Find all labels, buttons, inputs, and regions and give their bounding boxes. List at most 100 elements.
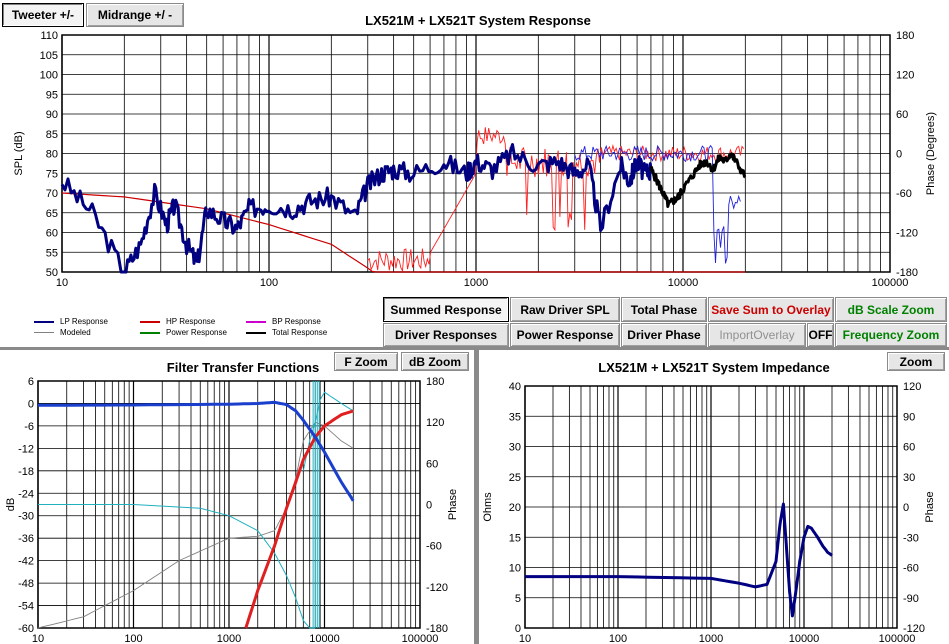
- sys-y2-axis-label: Phase (Degrees): [925, 112, 937, 195]
- driver-phase-button[interactable]: Driver Phase: [621, 323, 707, 347]
- filt-x-tick-label: 10000: [309, 633, 340, 644]
- imp-y2-tick-label: 120: [903, 381, 921, 393]
- imp-x-tick-label: 100000: [879, 633, 916, 644]
- sys-y2-tick-label: 180: [896, 30, 914, 42]
- sys-x-tick-label: 100000: [872, 277, 909, 289]
- imp-y-axis-label: Ohms: [482, 492, 494, 522]
- imp-y2-tick-label: 0: [903, 502, 909, 514]
- sys-y2-tick-label: -120: [896, 228, 918, 240]
- power-response-button[interactable]: Power Response: [510, 323, 620, 347]
- imp-x-tick-label: 10000: [789, 633, 820, 644]
- imp-grid: [524, 385, 898, 629]
- sys-y-tick-label: 70: [46, 188, 58, 200]
- vertical-divider: [474, 350, 479, 644]
- sys-lp-response-line: [60, 143, 653, 274]
- filt-y-tick-label: -18: [18, 466, 34, 478]
- legend-modeled-label: Modeled: [60, 328, 91, 337]
- frequency-zoom-button[interactable]: Frequency Zoom: [835, 323, 947, 347]
- legend-modeled: Modeled: [34, 328, 91, 337]
- legend-power-label: Power Response: [166, 328, 227, 337]
- imp-y-tick-label: 30: [509, 442, 521, 454]
- sys-y-tick-label: 105: [40, 50, 58, 62]
- filt-y2-tick-label: 60: [426, 458, 438, 470]
- imp-y2-tick-label: -30: [903, 532, 919, 544]
- filt-y2-tick-label: -180: [426, 623, 448, 635]
- filt-y-tick-label: -48: [18, 578, 34, 590]
- overlay-off-toggle[interactable]: OFF: [807, 323, 834, 347]
- driver-responses-button[interactable]: Driver Responses: [383, 323, 509, 347]
- legend-modeled-swatch: [34, 332, 54, 333]
- filt-y-tick-label: -42: [18, 556, 34, 568]
- filt-x-tick-label: 1000: [217, 633, 241, 644]
- filt-x-tick-label: 100: [124, 633, 142, 644]
- filt-x-tick-label: 10: [32, 633, 44, 644]
- imp-x-tick-label: 10: [519, 633, 531, 644]
- sys-y-tick-label: 55: [46, 247, 58, 259]
- filt-y-tick-label: -54: [18, 601, 34, 613]
- f-zoom-button[interactable]: F Zoom: [334, 352, 398, 371]
- filt-y2-axis-label: Phase: [447, 489, 459, 520]
- sys-series: [60, 127, 747, 274]
- filt-lp-response-line: [38, 400, 355, 502]
- imp-y-tick-label: 10: [509, 563, 521, 575]
- raw-driver-spl-button[interactable]: Raw Driver SPL: [510, 297, 620, 322]
- sys-y-tick-label: 50: [46, 267, 58, 279]
- legend-power-swatch: [140, 331, 160, 334]
- legend-hp-label: HP Response: [166, 317, 216, 326]
- filt-y-tick-label: -36: [18, 533, 34, 545]
- imp-y-tick-label: 25: [509, 472, 521, 484]
- sys-total-response-line: [649, 152, 747, 208]
- sys-y-tick-label: 65: [46, 208, 58, 220]
- impedance-zoom-button[interactable]: Zoom: [887, 352, 945, 371]
- filt-title: Filter Transfer Functions: [167, 360, 319, 375]
- legend-bp: BP Response: [246, 317, 321, 326]
- imp-impedance-line: [525, 502, 833, 618]
- sys-raw-midrange-line: [574, 144, 741, 264]
- sys-x-tick-label: 10: [56, 277, 68, 289]
- imp-title: LX521M + LX521T System Impedance: [598, 360, 830, 375]
- filter-transfer-chart: 60-6-12-18-24-30-36-42-48-54-60180120600…: [5, 360, 459, 644]
- legend-total: Total Response: [246, 328, 327, 337]
- filt-y2-tick-label: -120: [426, 582, 448, 594]
- filt-hp-phase-line: [302, 391, 354, 471]
- legend-lp: LP Response: [34, 317, 108, 326]
- imp-x-tick-label: 1000: [699, 633, 723, 644]
- imp-y2-tick-label: -120: [903, 623, 925, 635]
- sys-y2-tick-label: -60: [896, 188, 912, 200]
- filt-y-tick-label: -24: [18, 488, 34, 500]
- legend-bp-swatch: [246, 320, 266, 323]
- filt-y-tick-label: -6: [24, 421, 34, 433]
- imp-y-tick-label: 40: [509, 381, 521, 393]
- tab-tweeter[interactable]: Tweeter +/-: [2, 3, 84, 27]
- filt-y-axis-label: dB: [5, 498, 17, 511]
- sys-y-tick-label: 85: [46, 129, 58, 141]
- legend-lp-label: LP Response: [60, 317, 108, 326]
- filt-hp-response-line: [244, 409, 354, 629]
- sys-y-tick-label: 100: [40, 70, 58, 82]
- imp-y-tick-label: 15: [509, 532, 521, 544]
- sys-y-tick-label: 75: [46, 168, 58, 180]
- db-zoom-button[interactable]: dB Zoom: [401, 352, 469, 371]
- save-sum-to-overlay-button[interactable]: Save Sum to Overlay: [708, 297, 834, 322]
- legend-total-swatch: [246, 331, 266, 334]
- tab-midrange[interactable]: Midrange +/ -: [86, 3, 184, 27]
- filt-series: [37, 381, 355, 629]
- filt-y-tick-label: 0: [28, 398, 34, 410]
- imp-y2-axis-label: Phase: [924, 491, 936, 522]
- filt-y2-tick-label: 0: [426, 500, 432, 512]
- sys-y-axis-label: SPL (dB): [13, 131, 25, 175]
- total-phase-button[interactable]: Total Phase: [621, 297, 707, 322]
- filt-y2-tick-label: -60: [426, 541, 442, 553]
- db-scale-zoom-button[interactable]: dB Scale Zoom: [835, 297, 947, 322]
- import-overlay-button[interactable]: ImportOverlay: [708, 323, 806, 347]
- filt-modeled-line: [37, 421, 354, 629]
- imp-y2-tick-label: 90: [903, 411, 915, 423]
- filt-y2-tick-label: 120: [426, 417, 444, 429]
- impedance-chart: 40353025201510501209060300-30-60-90-1201…: [482, 360, 936, 644]
- imp-y-tick-label: 5: [515, 593, 521, 605]
- legend-hp: HP Response: [140, 317, 215, 326]
- legend-total-label: Total Response: [272, 328, 328, 337]
- sys-y-tick-label: 80: [46, 149, 58, 161]
- legend-power: Power Response: [140, 328, 227, 337]
- summed-response-button[interactable]: Summed Response: [383, 297, 509, 322]
